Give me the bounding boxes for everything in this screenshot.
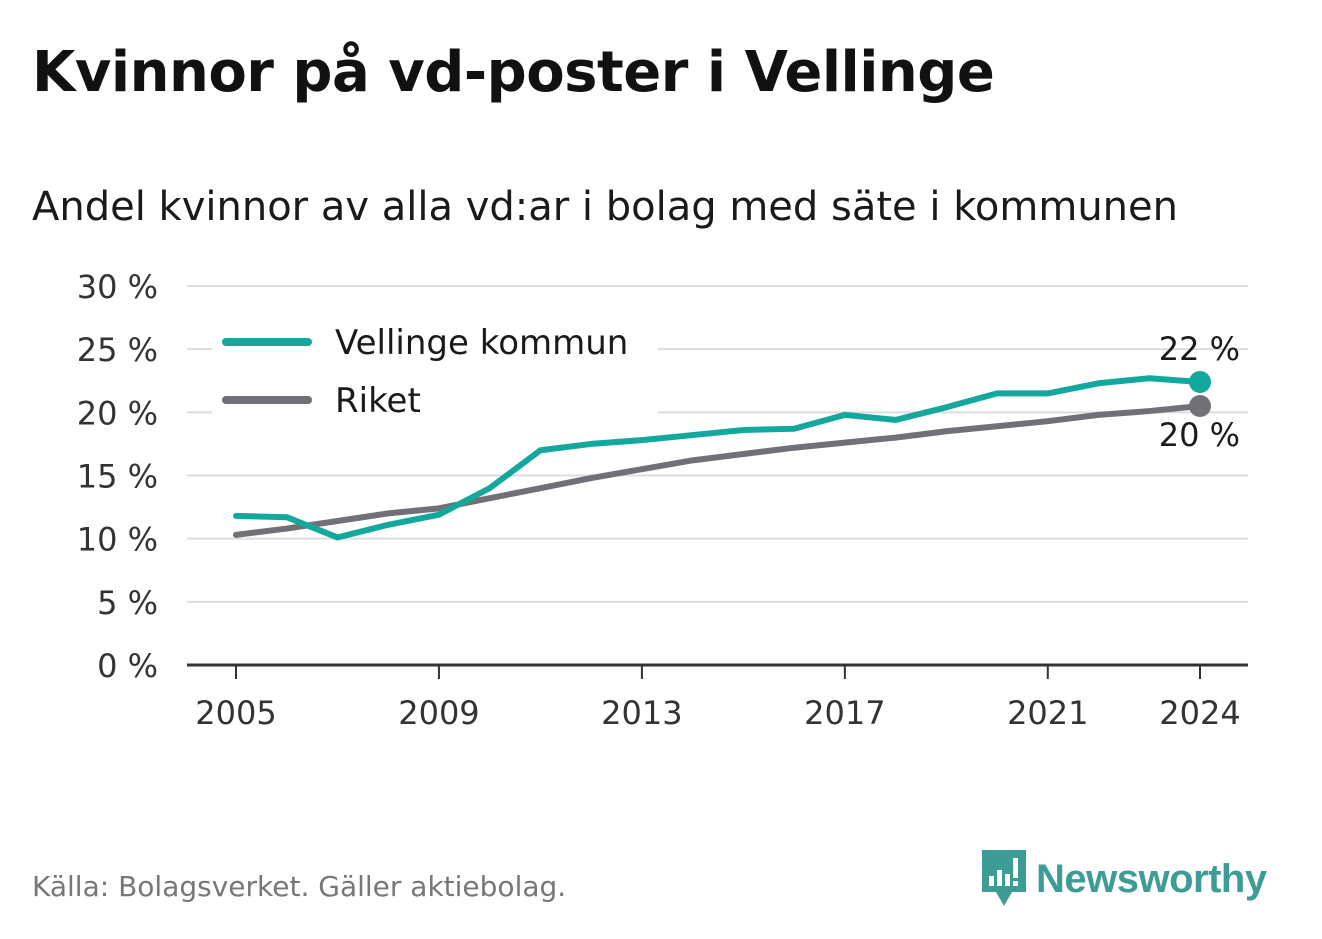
y-tick-label: 20 %: [77, 394, 158, 432]
y-tick-label: 25 %: [77, 331, 158, 369]
y-tick-label: 0 %: [97, 647, 158, 685]
x-tick-label: 2021: [1007, 694, 1088, 732]
series-line: [233, 375, 1203, 541]
y-axis-tick-labels: 0 % 5 % 10 % 15 % 20 % 25 % 30 %: [77, 268, 158, 685]
legend: Vellinge kommun Riket: [212, 310, 658, 422]
end-label: 22 %: [1159, 330, 1240, 368]
end-labels: 22 % 20 %: [1159, 330, 1240, 454]
x-tick-label: 2009: [398, 694, 479, 732]
series-lines: [233, 371, 1211, 541]
newsworthy-logo-icon: [982, 850, 1026, 906]
y-tick-label: 5 %: [97, 584, 158, 622]
y-tick-label: 10 %: [77, 521, 158, 559]
x-tick-label: 2024: [1159, 694, 1240, 732]
x-tick-label: 2013: [601, 694, 682, 732]
chart-title: Kvinnor på vd-poster i Vellinge: [32, 40, 995, 105]
legend-label: Vellinge kommun: [335, 323, 628, 363]
end-label: 20 %: [1159, 416, 1240, 454]
y-tick-label: 30 %: [77, 268, 158, 306]
source-note: Källa: Bolagsverket. Gäller aktiebolag.: [32, 870, 567, 903]
x-tick-label: 2005: [195, 694, 276, 732]
chart-subtitle: Andel kvinnor av alla vd:ar i bolag med …: [32, 184, 1178, 230]
x-axis: 2005 2009 2013 2017 2021 2024: [187, 663, 1248, 732]
y-tick-label: 15 %: [77, 458, 158, 496]
legend-label: Riket: [335, 381, 421, 421]
series-end-marker: [1189, 395, 1211, 418]
brand-name: Newsworthy: [1036, 856, 1267, 901]
x-tick-label: 2017: [804, 694, 885, 732]
series-end-marker: [1189, 371, 1211, 394]
brand-logo: Newsworthy: [980, 848, 1267, 910]
series-line: [233, 403, 1203, 538]
